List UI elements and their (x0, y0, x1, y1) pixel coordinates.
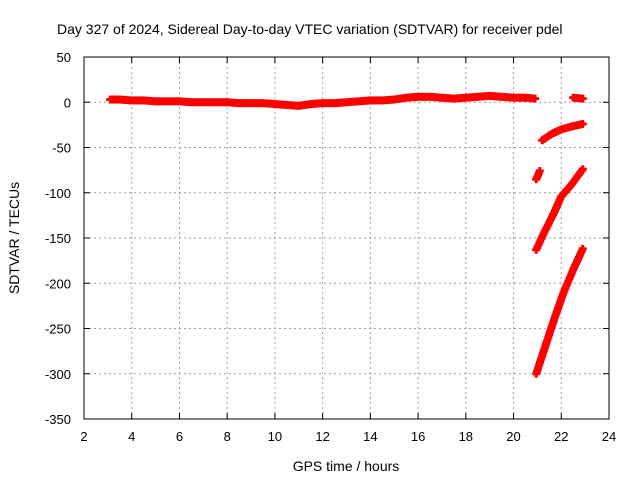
x-tick-label: 10 (268, 429, 282, 444)
data-point (531, 94, 540, 103)
y-tick-label: -350 (45, 412, 71, 427)
chart-title: Day 327 of 2024, Sidereal Day-to-day VTE… (57, 21, 563, 37)
data-points (106, 91, 587, 378)
x-tick-label: 6 (176, 429, 183, 444)
x-tick-label: 24 (602, 429, 616, 444)
y-tick-label: 0 (64, 95, 71, 110)
x-tick-label: 18 (459, 429, 473, 444)
x-tick-label: 8 (224, 429, 231, 444)
data-point (578, 94, 587, 103)
x-tick-label: 2 (80, 429, 87, 444)
axis-ticks: 2 4 6 8 10 12 14 16 18 20 22 24500-50-100-150-200-2… (45, 50, 616, 444)
x-tick-label: 12 (315, 429, 329, 444)
x-tick-label: 4 (128, 429, 135, 444)
y-tick-label: 50 (57, 50, 71, 65)
x-tick-label: 14 (363, 429, 377, 444)
y-axis-label: SDTVAR / TECUs (6, 182, 22, 294)
y-tick-label: -50 (52, 141, 71, 156)
y-tick-label: -150 (45, 231, 71, 246)
y-tick-label: -250 (45, 322, 71, 337)
data-point (578, 165, 587, 174)
data-point (578, 244, 587, 253)
data-point (578, 119, 587, 128)
x-tick-label: 16 (411, 429, 425, 444)
x-axis-label: GPS time / hours (293, 458, 400, 474)
y-tick-label: -300 (45, 367, 71, 382)
grid (84, 57, 609, 419)
data-point (535, 167, 544, 176)
y-tick-label: -100 (45, 186, 71, 201)
y-tick-label: -200 (45, 276, 71, 291)
x-tick-label: 20 (506, 429, 520, 444)
x-tick-label: 22 (554, 429, 568, 444)
